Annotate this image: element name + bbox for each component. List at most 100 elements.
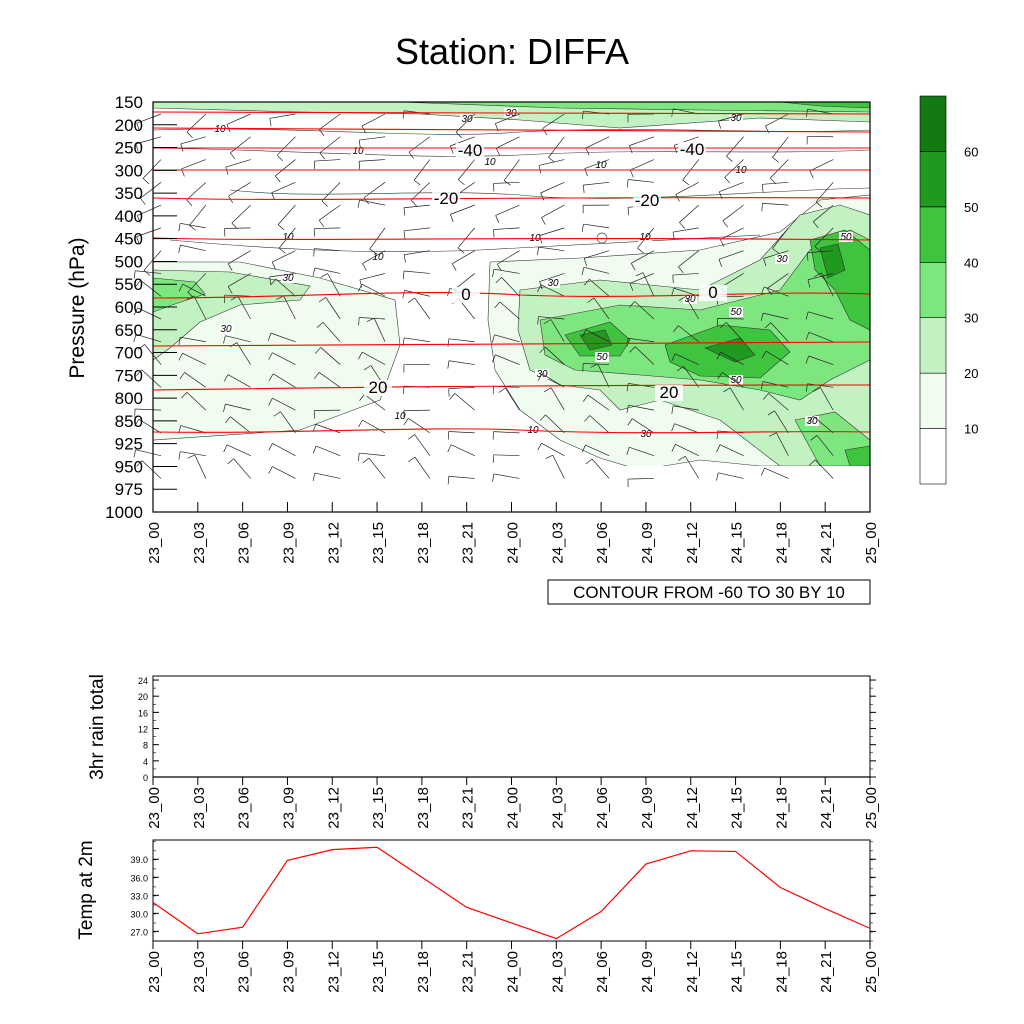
wind-barb-flag (268, 373, 274, 381)
contour-label-bg (528, 233, 542, 243)
colorbar-box (919, 206, 947, 263)
humidity-contour-label: 50 (840, 232, 852, 243)
wind-barb (816, 435, 834, 456)
wind-barb (583, 181, 610, 186)
wind-barb (631, 250, 655, 264)
wind-barb (587, 394, 610, 411)
x-tick-label: 24_09 (639, 787, 656, 829)
colorbar-box (919, 428, 947, 485)
wind-barb-flag (133, 334, 137, 343)
wind-barb (135, 270, 162, 274)
wind-barb (236, 342, 251, 365)
wind-barb (495, 204, 520, 216)
temperature-label-bg (452, 287, 480, 303)
wind-barb (321, 182, 341, 202)
wind-barb (584, 250, 610, 259)
wind-barb-flag (761, 350, 767, 359)
wind-barb (182, 283, 206, 297)
wind-barb-flag (269, 118, 272, 127)
contour-label-bg (526, 425, 540, 435)
wind-barb-flag (314, 372, 320, 380)
wind-barb (224, 227, 251, 229)
wind-barb (225, 403, 251, 411)
rain-axis-label: 3hr rain total (87, 674, 108, 780)
wind-barb (637, 227, 655, 249)
wind-barb-flag (359, 279, 363, 288)
wind-barb-flag (814, 272, 822, 277)
wind-barb (135, 136, 162, 145)
figure-title: Station: DIFFA (395, 31, 629, 72)
wind-barb-flag (227, 263, 233, 271)
wind-barb (809, 159, 834, 172)
wind-barb (583, 223, 610, 229)
temp-x-axis: 23_00 23_03 23_06 23_09 23_12 23_15 23_18 23_21… (146, 941, 880, 993)
wind-barb (678, 325, 699, 343)
wind-barb (318, 204, 341, 221)
wind-barb (583, 266, 610, 274)
wind-barb-flag (722, 220, 728, 228)
temperature-label-bg (655, 385, 683, 401)
wind-barb (361, 283, 386, 297)
wind-barb (280, 411, 296, 434)
wind-barb-flag (720, 239, 725, 247)
wind-barb-flag (671, 353, 676, 362)
wind-barb (193, 295, 207, 320)
time-tick-label: 24_21 (818, 522, 835, 564)
humidity-region (819, 243, 846, 279)
wind-barb (226, 113, 251, 125)
colorbar-label: 50 (964, 200, 978, 215)
wind-barb (319, 113, 341, 130)
pressure-tick-label: 450 (115, 230, 143, 249)
wind-barb (763, 286, 789, 297)
wind-barb (448, 338, 475, 343)
y-tick-label: 24 (138, 676, 148, 686)
wind-barb (361, 113, 386, 127)
wind-barb (364, 393, 386, 411)
wind-barb (762, 181, 789, 185)
wind-barb (632, 418, 655, 434)
humidity-contour-label: 30 (640, 429, 652, 440)
x-tick-label: 23_12 (325, 951, 342, 993)
wind-barb-flag (229, 152, 236, 160)
wind-barb (237, 296, 251, 320)
temperature-label-bg (678, 142, 706, 158)
wind-barb-flag (407, 434, 415, 440)
wind-barb (180, 136, 206, 145)
wind-barb (454, 393, 475, 411)
wind-barb (678, 250, 699, 268)
temperature-contour-line (152, 197, 871, 200)
wind-barb-flag (809, 170, 814, 179)
colorbar-box (919, 151, 947, 208)
wind-barb (674, 423, 699, 434)
pressure-tick-label: 1000 (105, 503, 143, 522)
wind-barb-flag (315, 347, 321, 354)
wind-barb-flag (673, 325, 679, 333)
wind-barb-flag (717, 372, 723, 380)
contour-label-bg (639, 429, 653, 439)
wind-barb (627, 478, 654, 480)
pressure-tick-label: 300 (115, 161, 143, 180)
wind-barb (319, 136, 341, 154)
x-tick-label: 24_09 (639, 951, 656, 993)
wind-barb-flag (447, 360, 450, 369)
contour-label-bg (775, 254, 789, 264)
wind-barb-flag (319, 152, 326, 160)
wind-barb-flag (548, 157, 556, 163)
x-tick-label: 23_03 (191, 951, 208, 993)
wind-barb-flag (186, 199, 193, 206)
humidity-contour-label: 30 (282, 273, 294, 284)
temperature-label-bg (364, 380, 392, 396)
wind-barb-flag (671, 405, 674, 414)
wind-barb (505, 387, 520, 411)
wind-barb-flag (813, 387, 821, 392)
wind-barb (369, 227, 386, 250)
wind-barb (448, 475, 475, 479)
wind-barb (227, 374, 251, 388)
x-tick-label: 23_15 (370, 787, 387, 829)
wind-barb-flag (815, 201, 823, 208)
wind-barb-flag (673, 145, 678, 153)
wind-barb-flag (682, 179, 690, 186)
x-tick-label: 23_00 (146, 787, 163, 829)
wind-barb-flag (538, 165, 542, 174)
time-tick-label: 24_15 (729, 522, 746, 564)
